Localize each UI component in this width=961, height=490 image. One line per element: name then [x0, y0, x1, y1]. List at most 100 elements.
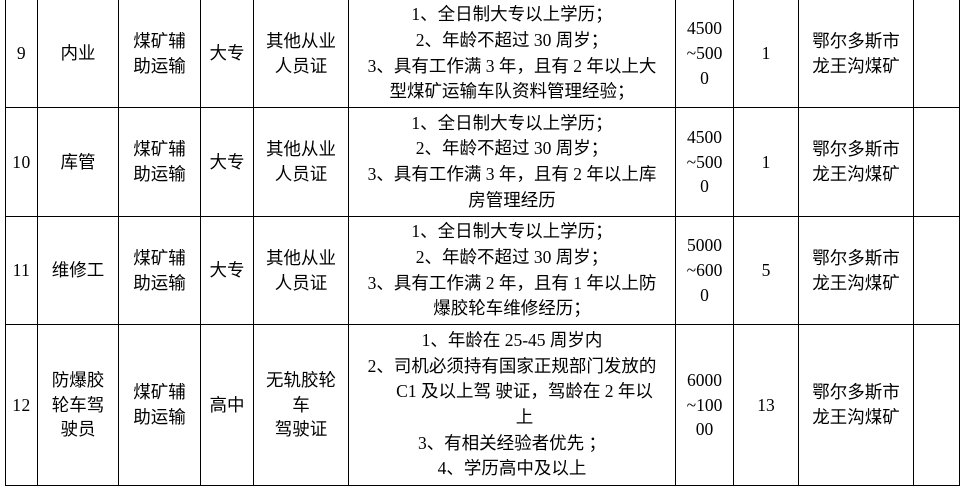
- requirement-line: 1、全日制大专以上学历；: [411, 221, 613, 242]
- education-cell-text: 大专: [201, 258, 253, 283]
- salary-cell-text: 6000 ~100 00: [676, 368, 733, 443]
- job-category-cell-line: 煤矿辅: [133, 382, 186, 403]
- certificate-cell: 其他从业 人员证: [253, 216, 349, 325]
- salary-cell-line: ~500: [686, 151, 723, 172]
- requirement-line: 型煤矿运输车队资料管理经验；: [389, 81, 635, 102]
- requirement-line: 1、全日制大专以上学历；: [411, 112, 613, 133]
- salary-cell: 4500 ~500 0: [675, 0, 734, 108]
- position-name-cell: 内业: [37, 0, 119, 108]
- salary-cell-line: 4500: [687, 18, 722, 39]
- certificate-cell: 其他从业 人员证: [253, 107, 349, 217]
- salary-cell-line: 0: [700, 67, 709, 88]
- job-category-cell-line: 助运输: [133, 55, 186, 76]
- employer-cell-line: 鄂尔多斯市: [812, 139, 900, 160]
- row-index-cell: 12: [5, 324, 38, 486]
- employer-cell: 鄂尔多斯市 龙王沟煤矿: [798, 324, 914, 486]
- employer-cell-text: 鄂尔多斯市龙王沟煤矿: [799, 137, 913, 187]
- headcount-cell: 13: [733, 324, 799, 486]
- job-category-cell-line: 煤矿辅: [133, 30, 186, 51]
- job-category-cell-text: 煤矿辅 助运输: [119, 137, 200, 187]
- remarks-cell: [913, 216, 960, 325]
- requirement-line: 1、全日制大专以上学历；: [411, 4, 613, 25]
- employer-cell-line: 鄂尔多斯市: [812, 30, 900, 51]
- certificate-cell-line: 其他从业: [266, 247, 336, 268]
- requirement-line: 1、年龄在 25-45 周岁内: [421, 329, 603, 350]
- employer-cell: 鄂尔多斯市龙王沟煤矿: [798, 107, 914, 217]
- table-row: 12 防爆胶 轮车驾 驶员 煤矿辅 助运输 高中 无轨胶轮车驾驶证 1、年龄在 25-45 周岁…: [5, 324, 960, 486]
- employer-cell-text: 鄂尔多斯市 龙王沟煤矿: [799, 29, 913, 79]
- table-row: 9 内业 煤矿辅助运输 大专 其他从业 人员证 1、全日制大专以上学历； 2、年龄不超过 30…: [5, 0, 960, 108]
- table-row: 10 库管 煤矿辅 助运输 大专 其他从业 人员证 1、全日制大专以上学历； 2、年龄不超过 3…: [5, 107, 960, 217]
- certificate-cell-line: 驾驶证: [274, 419, 328, 440]
- requirement-line: 4、学历高中及以上: [437, 458, 587, 479]
- requirement-line: 3、具有工作满 2 年，且有 1 年以上防: [367, 272, 657, 293]
- employer-cell-line: 龙王沟煤矿: [812, 272, 900, 293]
- certificate-cell-line: 无轨胶轮: [266, 369, 336, 390]
- salary-cell-line: 00: [695, 419, 714, 440]
- employer-cell-line: 龙王沟煤矿: [812, 407, 900, 427]
- salary-cell-line: 4500: [687, 126, 722, 147]
- position-name-cell-line: 驶员: [60, 419, 96, 440]
- salary-cell-line: 5000: [687, 235, 722, 256]
- headcount-cell: 1: [733, 107, 799, 217]
- requirement-line: 2、司机必须持有国家正规部门发放的: [367, 355, 657, 376]
- headcount-cell: 5: [733, 216, 799, 325]
- salary-cell-text: 5000 ~600 0: [676, 233, 733, 308]
- salary-cell-text: 4500 ~500 0: [676, 125, 733, 200]
- job-category-cell-line: 助运输: [133, 407, 186, 427]
- job-category-cell-line: 助运输: [133, 272, 186, 293]
- education-cell-text: 大专: [201, 41, 253, 66]
- requirement-line: 上: [515, 407, 534, 427]
- requirement-line: 2、年龄不超过 30 周岁；: [415, 29, 609, 50]
- requirements-cell: 1、全日制大专以上学历； 2、年龄不超过 30 周岁； 3、具有工作满 3 年，且有…: [348, 107, 676, 217]
- row-index-cell: 11: [5, 216, 38, 325]
- education-cell: 大专: [200, 216, 254, 325]
- job-positions-table: 9 内业 煤矿辅 助运输 大专 其他从业 人员证 1、全日制大专以上学历； 2、年龄不超过 30…: [5, 0, 960, 486]
- requirement-line: 3、具有工作满 3 年，且有 2 年以上库: [367, 164, 657, 184]
- job-category-cell-text: 煤矿辅 助运输: [119, 380, 200, 430]
- education-cell: 大专: [200, 0, 254, 108]
- position-name-cell-text: 防爆胶 轮车驾 驶员: [38, 368, 118, 443]
- employer-cell-line: 龙王沟煤矿: [812, 164, 900, 184]
- certificate-cell-text: 无轨胶轮车驾驶证: [254, 368, 348, 443]
- remarks-cell: [913, 107, 960, 217]
- education-cell-line: 高中: [209, 394, 245, 415]
- salary-cell-text: 4500 ~500 0: [676, 16, 733, 91]
- education-cell-text: 高中: [201, 393, 253, 418]
- position-name-cell-line: 轮车驾: [51, 394, 105, 415]
- requirements-list: 1、全日制大专以上学历； 2、年龄不超过 30 周岁； 3、具有工作满 3 年，且有…: [349, 111, 675, 214]
- job-category-cell-line: 煤矿辅: [133, 247, 186, 268]
- table-row: 11 维修工 煤矿辅助运输 大专 其他从业 人员证 1、全日制大专以上学历； 2、年龄不超过 …: [5, 216, 960, 325]
- job-category-cell: 煤矿辅 助运输: [118, 0, 201, 108]
- certificate-cell: 其他从业 人员证: [253, 0, 349, 108]
- job-category-cell-line: 助运输: [133, 164, 186, 184]
- salary-cell-line: ~500: [686, 43, 723, 64]
- certificate-cell-text: 其他从业 人员证: [254, 29, 348, 79]
- requirement-line: 2、年龄不超过 30 周岁；: [415, 138, 609, 159]
- requirements-list: 1、全日制大专以上学历； 2、年龄不超过 30 周岁； 3、具有工作满 2 年，且有…: [349, 219, 675, 322]
- education-cell-line: 大专: [209, 260, 245, 281]
- position-name-cell: 防爆胶 轮车驾 驶员: [37, 324, 119, 486]
- job-category-cell-line: 煤矿辅: [133, 139, 186, 160]
- requirements-cell: 1、全日制大专以上学历； 2、年龄不超过 30 周岁； 3、具有工作满 3 年，且有…: [348, 0, 676, 108]
- employer-cell-line: 鄂尔多斯市: [812, 247, 900, 268]
- salary-cell: 5000 ~600 0: [675, 216, 734, 325]
- position-name-cell-line: 维修工: [51, 260, 105, 281]
- certificate-cell-line: 人员证: [274, 55, 328, 76]
- education-cell: 大专: [200, 107, 254, 217]
- position-name-cell: 维修工: [37, 216, 119, 325]
- certificate-cell: 无轨胶轮车驾驶证: [253, 324, 349, 486]
- salary-cell-line: ~100: [686, 394, 723, 415]
- position-name-cell-text: 维修工: [38, 258, 118, 283]
- remarks-cell: [913, 0, 960, 108]
- certificate-cell-text: 其他从业 人员证: [254, 137, 348, 187]
- requirement-line: 3、具有工作满 3 年，且有 2 年以上大: [367, 55, 657, 76]
- table-body: 9 内业 煤矿辅 助运输 大专 其他从业 人员证 1、全日制大专以上学历； 2、年龄不超过 30…: [5, 0, 960, 486]
- certificate-cell-text: 其他从业 人员证: [254, 246, 348, 296]
- certificate-cell-line: 人员证: [274, 164, 328, 184]
- education-cell-text: 大专: [201, 150, 253, 175]
- education-cell: 高中: [200, 324, 254, 486]
- row-index-cell: 9: [5, 0, 38, 108]
- requirements-list: 1、全日制大专以上学历； 2、年龄不超过 30 周岁； 3、具有工作满 3 年，且有…: [349, 2, 675, 105]
